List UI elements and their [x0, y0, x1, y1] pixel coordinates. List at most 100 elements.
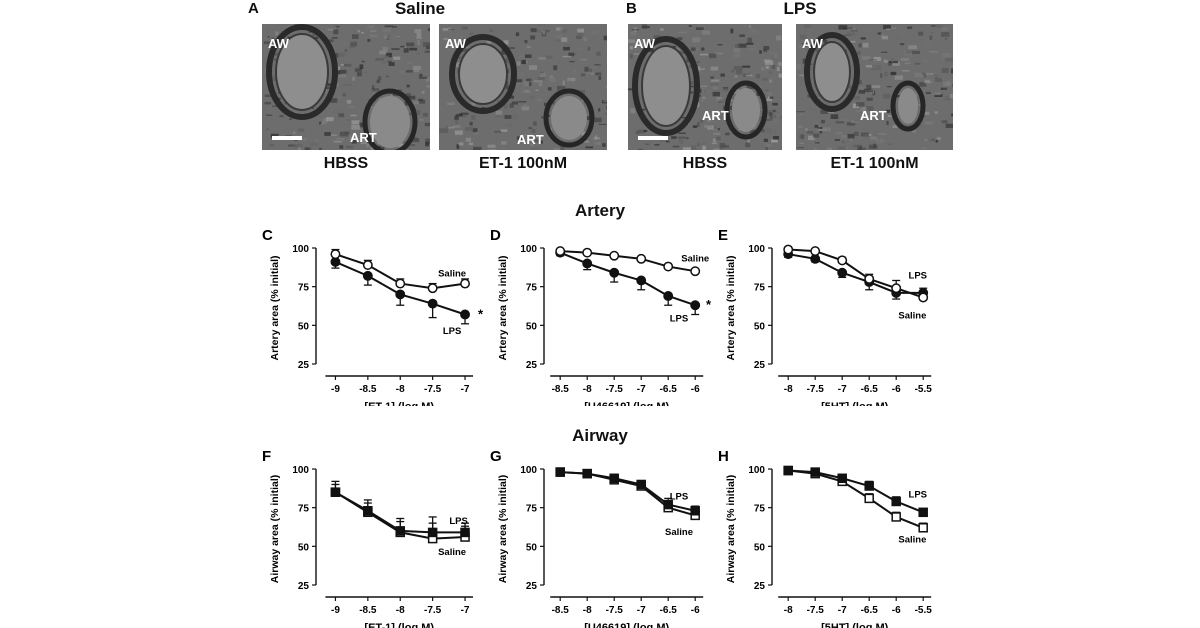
- tissue-texture: [452, 125, 461, 128]
- data-point: [891, 496, 901, 507]
- tissue-texture: [797, 125, 803, 128]
- tissue-texture: [602, 143, 606, 147]
- tissue-texture: [847, 133, 855, 139]
- tissue-texture: [503, 104, 508, 109]
- tissue-texture: [766, 128, 772, 134]
- tissue-texture: [424, 122, 430, 127]
- tissue-texture: [951, 68, 953, 74]
- tissue-texture: [768, 71, 773, 74]
- tissue-texture: [473, 146, 482, 150]
- tissue-texture: [802, 58, 808, 64]
- data-point: [395, 526, 405, 536]
- panel-label: C: [262, 227, 273, 244]
- tissue-texture: [924, 121, 933, 125]
- tissue-texture: [577, 32, 584, 37]
- tissue-texture: [458, 115, 467, 117]
- tissue-texture: [525, 60, 529, 63]
- x-tick-label: -8: [583, 384, 592, 395]
- tissue-texture: [469, 33, 474, 35]
- tissue-texture: [918, 31, 924, 36]
- tissue-texture: [712, 91, 720, 97]
- tissue-texture: [924, 79, 931, 84]
- x-tick-label: -6.5: [660, 384, 678, 395]
- tissue-texture: [887, 115, 893, 117]
- series-line: [559, 251, 696, 307]
- tissue-texture: [359, 122, 366, 128]
- data-point: [427, 283, 438, 294]
- y-tick-label: 50: [754, 321, 766, 332]
- series-line: [788, 469, 924, 514]
- micrograph-caption: ET-1 100nM: [478, 155, 568, 172]
- tissue-texture: [770, 139, 778, 143]
- tissue-texture: [698, 24, 707, 29]
- data-point: [810, 246, 821, 257]
- tissue-texture: [468, 142, 474, 146]
- tissue-texture: [891, 27, 897, 30]
- tissue-texture: [874, 132, 879, 138]
- tissue-texture: [351, 138, 357, 144]
- tissue-texture: [747, 138, 750, 143]
- tissue-texture: [330, 139, 339, 143]
- tissue-texture: [817, 126, 823, 129]
- panel-label: D: [490, 227, 501, 244]
- tissue-texture: [927, 102, 935, 105]
- tissue-texture: [461, 112, 469, 116]
- tissue-texture: [935, 77, 942, 82]
- tissue-texture: [769, 96, 774, 99]
- tissue-texture: [799, 142, 805, 144]
- x-axis-label: [ET-1] (log M): [364, 622, 434, 628]
- tissue-texture: [749, 129, 757, 134]
- tissue-texture: [772, 102, 778, 106]
- tissue-texture: [844, 146, 849, 149]
- tissue-texture: [766, 92, 773, 97]
- tissue-texture: [638, 129, 646, 134]
- tissue-texture: [406, 84, 410, 88]
- data-point: [837, 255, 848, 266]
- tissue-texture: [489, 28, 493, 33]
- tissue-texture: [764, 60, 774, 65]
- tissue-texture: [321, 121, 327, 125]
- tissue-texture: [774, 110, 777, 114]
- x-tick-label: -6: [892, 605, 901, 616]
- x-tick-label: -7.5: [606, 605, 624, 616]
- y-tick-label: 100: [520, 465, 537, 476]
- tissue-texture: [695, 27, 704, 30]
- x-tick-label: -7.5: [424, 605, 442, 616]
- tissue-texture: [718, 68, 724, 71]
- x-axis-label: [ET-1] (log M): [364, 401, 434, 406]
- data-point: [918, 292, 929, 303]
- tissue-texture: [324, 87, 331, 89]
- x-tick-label: -8: [583, 605, 592, 616]
- tissue-texture: [770, 57, 777, 62]
- data-point: [582, 258, 593, 269]
- tissue-texture: [469, 121, 473, 126]
- tissue-texture: [345, 145, 354, 149]
- tissue-texture: [900, 42, 905, 46]
- tissue-texture: [547, 87, 552, 91]
- tissue-texture: [799, 34, 807, 40]
- tissue-texture: [573, 69, 577, 74]
- x-tick-label: -6.5: [861, 605, 879, 616]
- tissue-texture: [841, 134, 848, 139]
- tissue-texture: [561, 37, 568, 42]
- tissue-texture: [313, 138, 319, 142]
- tissue-texture: [943, 97, 952, 101]
- tissue-texture: [461, 26, 468, 30]
- tissue-texture: [419, 99, 426, 104]
- label-art: ART: [860, 108, 887, 123]
- tissue-texture: [521, 106, 530, 111]
- tissue-texture: [583, 37, 587, 42]
- tissue-texture: [388, 62, 395, 66]
- tissue-texture: [343, 63, 352, 67]
- tissue-texture: [554, 38, 561, 42]
- y-tick-label: 25: [754, 360, 766, 371]
- artery-wall: [362, 88, 418, 150]
- tissue-texture: [761, 67, 764, 71]
- data-point: [891, 512, 901, 522]
- x-axis-label: [U46619] (log M): [584, 622, 669, 628]
- tissue-texture: [866, 106, 874, 111]
- x-tick-label: -8.5: [359, 384, 377, 395]
- tissue-texture: [776, 66, 780, 72]
- chart-airway-u46619: G 25 50 75 100 -8.5 -8 -7.5 -7 -6.5 -6 [U46619] (lo…: [490, 448, 704, 628]
- tissue-texture: [465, 137, 472, 142]
